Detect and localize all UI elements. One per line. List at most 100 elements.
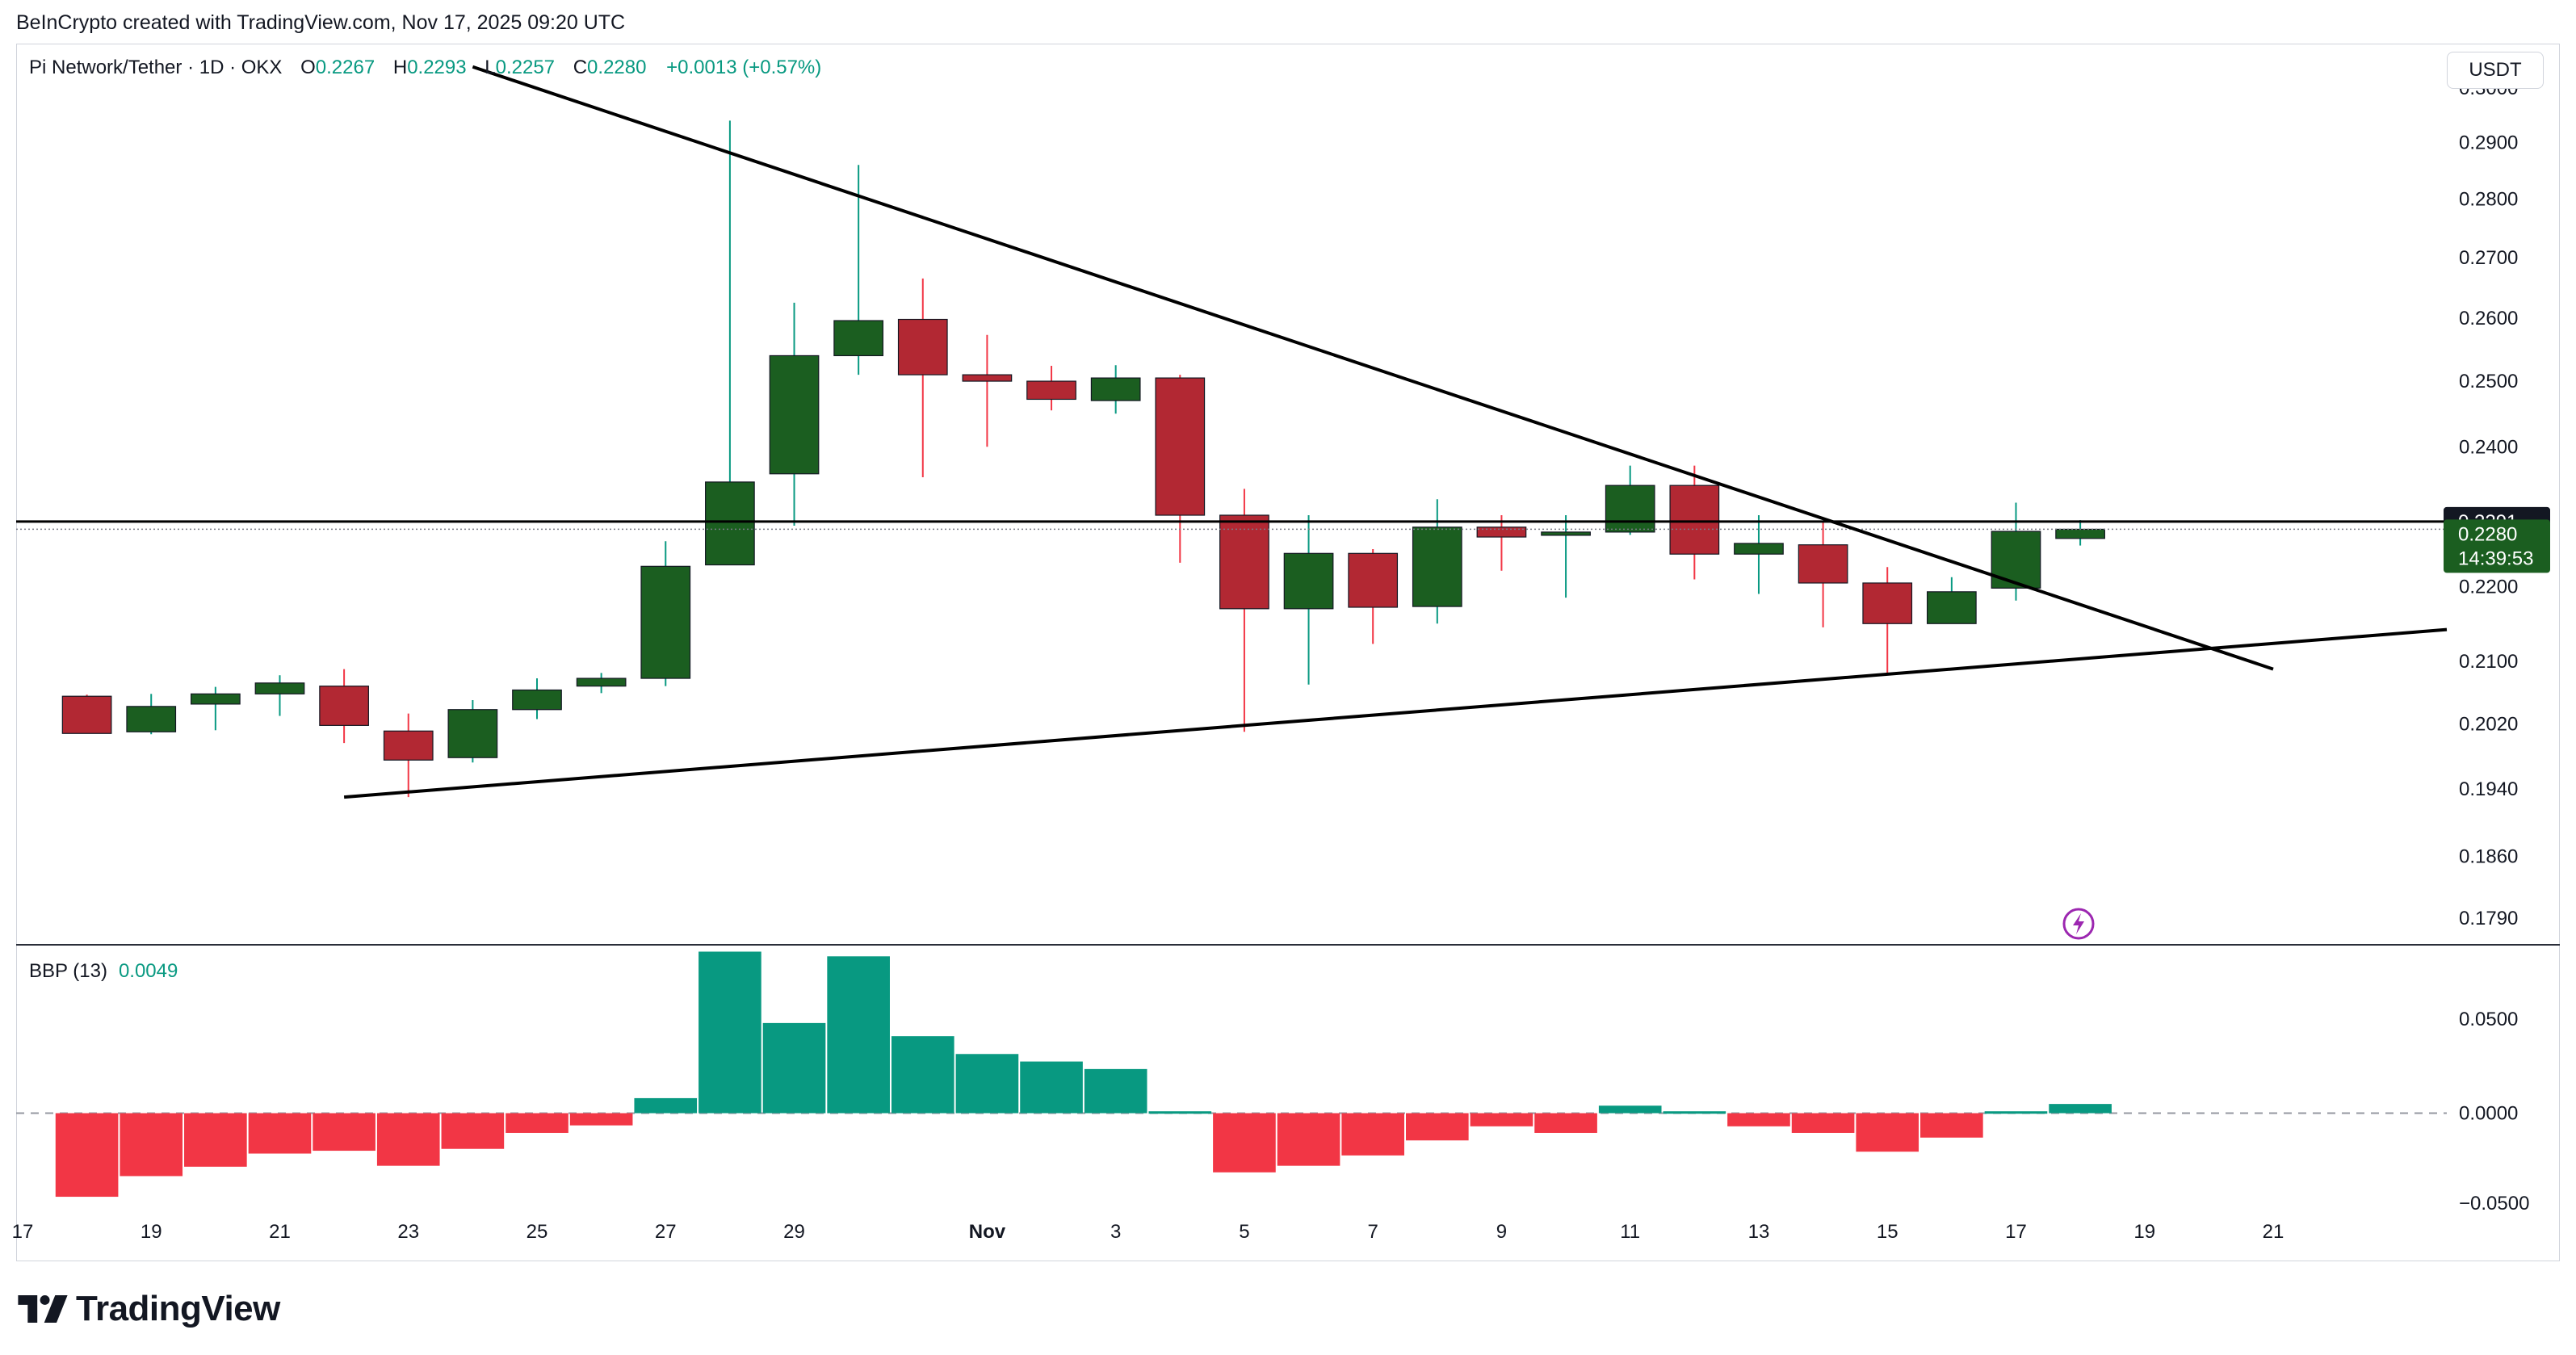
candle-body <box>769 354 820 475</box>
bbp-bar <box>1406 1113 1469 1141</box>
candle-body <box>2055 528 2105 539</box>
candle-body <box>1090 377 1141 401</box>
descending-trendline <box>472 65 2274 671</box>
price-pane <box>16 65 2448 940</box>
bbp-axis-label: 0.0500 <box>2459 1009 2518 1030</box>
candle <box>640 541 691 686</box>
price-axis-label: 0.2500 <box>2459 371 2518 392</box>
bbp-axis-label: −0.0500 <box>2459 1193 2529 1214</box>
candle-body <box>190 693 241 705</box>
price-axis-label: 0.2700 <box>2459 247 2518 269</box>
candle-body <box>640 565 691 679</box>
x-axis-label: 19 <box>2133 1221 2155 1243</box>
candle-body <box>319 686 369 726</box>
candle-body <box>897 318 948 375</box>
candle <box>962 334 1013 447</box>
price-axis-label: 0.2400 <box>2459 436 2518 458</box>
candle <box>1605 465 1655 535</box>
price-axis-label: 0.2100 <box>2459 651 2518 673</box>
candle-body <box>512 689 562 711</box>
candle <box>1283 515 1334 685</box>
x-axis-label: 5 <box>1239 1221 1249 1243</box>
x-axis-label: 9 <box>1496 1221 1507 1243</box>
bbp-bar <box>376 1113 440 1166</box>
bbp-bar <box>1856 1113 1919 1152</box>
bbp-bar <box>1534 1113 1597 1133</box>
pane-separator[interactable] <box>16 944 2560 946</box>
x-axis-label: 17 <box>2005 1221 2027 1243</box>
axes: 0.30000.29000.28000.27000.26000.25000.24… <box>12 78 2550 1243</box>
price-axis-label: 0.2020 <box>2459 713 2518 735</box>
symbol-legend[interactable]: Pi Network/Tether · 1D · OKX O0.2267 H0.… <box>29 57 821 79</box>
open-value: 0.2267 <box>315 57 375 78</box>
candle <box>2055 520 2105 546</box>
candle <box>897 278 948 477</box>
candle <box>1734 515 1784 594</box>
bbp-bar <box>1020 1061 1083 1114</box>
ascending-trendline <box>343 627 2448 799</box>
open-label: O <box>300 57 316 78</box>
bbp-bar <box>1663 1111 1726 1114</box>
bbp-bar <box>1341 1113 1404 1156</box>
bbp-bar <box>827 956 890 1114</box>
x-axis-label: 29 <box>783 1221 805 1243</box>
candle-body <box>126 706 177 732</box>
x-axis-label: 23 <box>397 1221 419 1243</box>
bbp-bar <box>120 1113 183 1177</box>
bbp-bar <box>1084 1068 1147 1114</box>
bbp-bar <box>1598 1105 1662 1114</box>
candle-body <box>1348 552 1399 608</box>
candle <box>254 675 305 716</box>
price-axis-label: 0.2600 <box>2459 308 2518 329</box>
candle <box>1026 366 1076 411</box>
candle-body <box>576 678 627 687</box>
badge-value: 0.2280 <box>2458 523 2517 545</box>
candle-body <box>833 320 884 357</box>
bbp-bar <box>1148 1111 1212 1114</box>
candle-body <box>447 709 498 758</box>
badge-bg <box>2444 519 2550 573</box>
x-axis-label: 11 <box>1620 1221 1640 1243</box>
candle <box>1476 515 1527 571</box>
candle <box>1541 515 1591 598</box>
change-value: +0.0013 (+0.57%) <box>666 57 822 78</box>
x-axis-label: 21 <box>2263 1221 2284 1243</box>
candle <box>1348 548 1399 644</box>
bbp-bar <box>1213 1113 1276 1173</box>
price-axis-label: 0.2800 <box>2459 188 2518 210</box>
candle-body <box>1283 552 1334 610</box>
x-axis-label: 27 <box>655 1221 677 1243</box>
bbp-axis-label: 0.0000 <box>2459 1103 2518 1125</box>
candle-body <box>1991 531 2041 589</box>
bbp-bar <box>569 1113 633 1126</box>
candle-body <box>705 481 755 566</box>
candle <box>1862 567 1913 675</box>
bbp-title[interactable]: BBP (13) <box>29 960 107 982</box>
currency-button[interactable]: USDT <box>2447 52 2544 89</box>
candle-body <box>383 730 434 761</box>
alert-bolt <box>2073 913 2084 934</box>
logo-text: TradingView <box>76 1289 280 1328</box>
bbp-pane <box>16 951 2447 1198</box>
close-value: 0.2280 <box>587 57 647 78</box>
candle <box>126 694 177 735</box>
symbol-title[interactable]: Pi Network/Tether · 1D · OKX <box>29 57 283 78</box>
candle <box>769 302 820 526</box>
x-axis-label: 7 <box>1368 1221 1378 1243</box>
bbp-bar <box>1470 1113 1533 1126</box>
bbp-bar <box>1277 1113 1340 1166</box>
bbp-legend[interactable]: BBP (13) 0.0049 <box>29 960 178 983</box>
candle-body <box>1155 377 1206 516</box>
bbp-bar <box>955 1054 1019 1114</box>
candle <box>1798 520 1848 627</box>
candle <box>705 120 755 566</box>
candle-body <box>1219 514 1269 610</box>
tradingview-logo[interactable]: TradingView <box>18 1289 280 1329</box>
bbp-bar <box>184 1113 247 1167</box>
candle <box>61 694 112 734</box>
x-axis-label: 13 <box>1748 1221 1770 1243</box>
bbp-bar <box>1920 1113 1983 1138</box>
candle <box>1991 502 2041 601</box>
